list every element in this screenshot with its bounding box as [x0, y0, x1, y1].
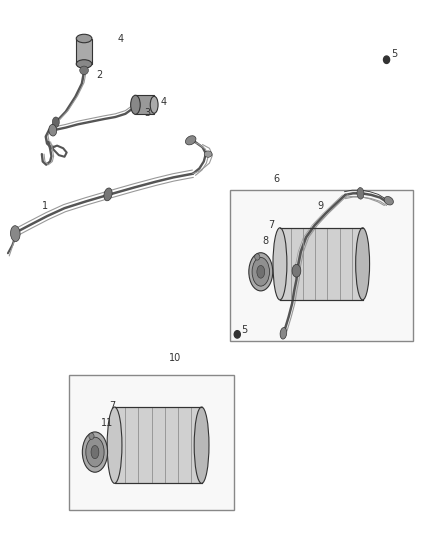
- Text: 4: 4: [161, 97, 167, 107]
- Polygon shape: [115, 407, 201, 483]
- Ellipse shape: [280, 327, 287, 339]
- Ellipse shape: [91, 446, 99, 459]
- Ellipse shape: [80, 66, 88, 75]
- Ellipse shape: [254, 254, 260, 260]
- Text: 7: 7: [268, 220, 274, 230]
- Ellipse shape: [252, 257, 269, 286]
- Ellipse shape: [194, 407, 209, 483]
- Ellipse shape: [150, 96, 158, 114]
- Text: 3: 3: [144, 108, 150, 118]
- Text: 10: 10: [169, 353, 181, 362]
- Text: 2: 2: [96, 70, 102, 79]
- Circle shape: [234, 330, 240, 338]
- Ellipse shape: [249, 253, 273, 291]
- Ellipse shape: [185, 136, 196, 145]
- Bar: [230, 190, 413, 341]
- Ellipse shape: [52, 117, 59, 127]
- Ellipse shape: [131, 95, 140, 114]
- Polygon shape: [280, 228, 363, 300]
- Text: 4: 4: [117, 34, 124, 44]
- Text: 7: 7: [110, 401, 116, 411]
- Polygon shape: [135, 95, 154, 114]
- Text: 11: 11: [101, 418, 113, 428]
- Ellipse shape: [11, 225, 20, 241]
- Ellipse shape: [357, 188, 364, 199]
- Ellipse shape: [384, 197, 393, 205]
- Ellipse shape: [104, 188, 112, 201]
- Ellipse shape: [89, 433, 94, 439]
- Ellipse shape: [49, 124, 57, 136]
- Ellipse shape: [257, 265, 265, 278]
- Text: 5: 5: [391, 50, 397, 59]
- Ellipse shape: [82, 432, 108, 472]
- Text: 8: 8: [262, 236, 268, 246]
- Text: 5: 5: [241, 325, 247, 335]
- Ellipse shape: [356, 228, 370, 300]
- Ellipse shape: [86, 437, 104, 467]
- Ellipse shape: [273, 228, 287, 300]
- Text: 6: 6: [273, 174, 279, 184]
- Ellipse shape: [107, 407, 122, 483]
- Ellipse shape: [204, 151, 212, 157]
- Bar: [69, 375, 234, 511]
- Text: 9: 9: [318, 200, 324, 211]
- Circle shape: [384, 56, 390, 63]
- Polygon shape: [76, 38, 92, 64]
- Ellipse shape: [76, 34, 92, 43]
- Ellipse shape: [76, 60, 92, 68]
- Ellipse shape: [292, 264, 301, 277]
- Text: 1: 1: [42, 200, 48, 211]
